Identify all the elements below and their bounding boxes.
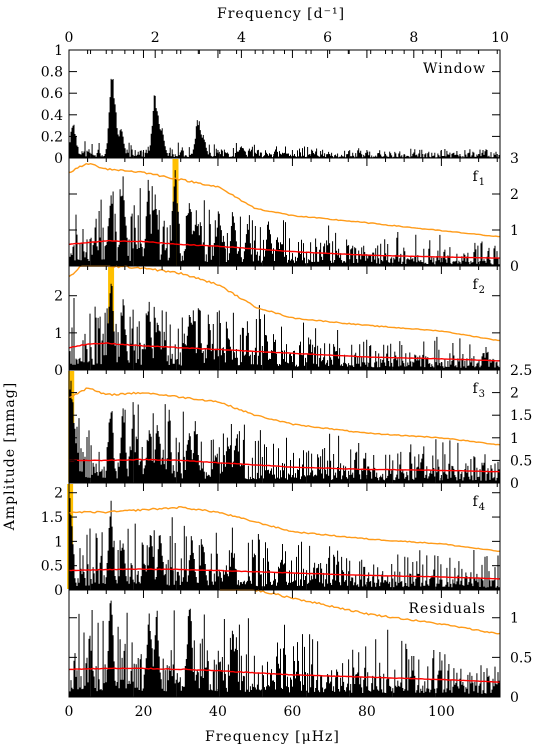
y-tick-label: 1.5 <box>510 408 532 424</box>
y-tick-label: 0.5 <box>510 453 532 469</box>
panel-label-subscript: 2 <box>479 285 486 296</box>
threshold-curve <box>219 589 501 635</box>
y-tick-label: 0 <box>54 583 63 599</box>
y-tick-label: 1 <box>510 431 519 447</box>
threshold-curve <box>68 387 501 446</box>
y-tick-label: 0 <box>54 151 63 167</box>
noise-curve <box>68 342 500 362</box>
panel-frame <box>68 157 501 267</box>
threshold-curve <box>68 162 501 238</box>
y-axis-label: Amplitude [mmag] <box>2 382 18 531</box>
panel-label: Residuals <box>409 601 486 617</box>
panel-label: f3 <box>472 381 486 400</box>
y-tick-label: 0.5 <box>41 559 63 575</box>
y-tick-label: 2 <box>54 289 63 305</box>
threshold-curve <box>68 265 500 342</box>
y-tick-label: 1 <box>54 43 63 59</box>
bottom-tick-label: 20 <box>135 704 153 720</box>
top-tick-label: 10 <box>491 30 509 46</box>
spectrum-series <box>68 78 501 158</box>
y-tick-label: 1.5 <box>41 510 63 526</box>
y-tick-label: 0.2 <box>41 129 63 145</box>
panel-label: Window <box>423 61 486 77</box>
y-tick-label: 0 <box>54 363 63 379</box>
bottom-tick-label: 80 <box>358 704 376 720</box>
y-tick-label: 2 <box>510 187 519 203</box>
top-axis-label: Frequency [d⁻¹] <box>217 6 345 22</box>
y-tick-label: 0 <box>510 259 519 275</box>
bottom-frequency-axis: 0 20 40 60 80 100 <box>65 704 455 720</box>
noise-curve <box>68 239 500 259</box>
y-tick-label: 2 <box>510 386 519 402</box>
panel-frame <box>68 589 501 698</box>
noise-curve <box>68 568 501 580</box>
panel-label-subscript: 4 <box>479 502 486 513</box>
top-tick-label: 6 <box>323 30 332 46</box>
top-tick-label: 8 <box>409 30 418 46</box>
y-tick-label: 2.5 <box>510 363 532 379</box>
y-tick-label: 0.8 <box>41 65 63 81</box>
y-tick-label: 0 <box>510 476 519 492</box>
y-tick-label: 1 <box>510 223 519 239</box>
panel-label-subscript: 3 <box>479 389 486 400</box>
threshold-curve <box>68 505 501 553</box>
top-tick-label: 0 <box>65 30 74 46</box>
panel-label: f2 <box>472 277 486 296</box>
panel-f3: 0 0.5 1 1.5 2 2.5 f3 <box>68 363 532 492</box>
spectrum-series <box>68 380 501 483</box>
y-tick-label: 1 <box>510 611 519 627</box>
panel-residuals: 0 0.5 1 Residuals <box>68 589 532 706</box>
y-tick-label: 0.5 <box>510 650 532 666</box>
y-tick-label: 0.6 <box>41 86 63 102</box>
spectrum-series <box>68 283 501 370</box>
panel-label: f1 <box>472 169 486 188</box>
panel-label: f4 <box>472 494 486 513</box>
bottom-tick-label: 100 <box>428 704 455 720</box>
y-tick-label: 0.4 <box>41 108 63 124</box>
panel-f1: 0 1 2 3 f1 <box>68 151 519 275</box>
y-tick-label: 0 <box>510 690 519 706</box>
top-frequency-axis: 0 2 4 6 8 10 <box>65 30 509 58</box>
noise-curve <box>68 667 501 683</box>
bottom-axis-label: Frequency [μHz] <box>205 729 340 745</box>
top-tick-label: 2 <box>151 30 160 46</box>
top-tick-label: 4 <box>237 30 246 46</box>
panel-window: 0 0.2 0.4 0.6 0.8 1 Window <box>41 43 501 167</box>
y-tick-label: 1 <box>54 326 63 342</box>
bottom-tick-label: 60 <box>284 704 302 720</box>
y-tick-label: 1 <box>54 534 63 550</box>
y-tick-label: 2 <box>54 486 63 502</box>
noise-curve <box>68 458 501 473</box>
panels-layer: 00.20.40.60.81Window0123f1012f200.511.52… <box>41 43 533 706</box>
bottom-tick-label: 40 <box>209 704 227 720</box>
panel-f4: 0 0.5 1 1.5 2 f4 <box>41 482 501 599</box>
y-tick-label: 3 <box>510 151 519 167</box>
bottom-tick-label: 0 <box>65 704 74 720</box>
panel-label-subscript: 1 <box>479 177 486 188</box>
